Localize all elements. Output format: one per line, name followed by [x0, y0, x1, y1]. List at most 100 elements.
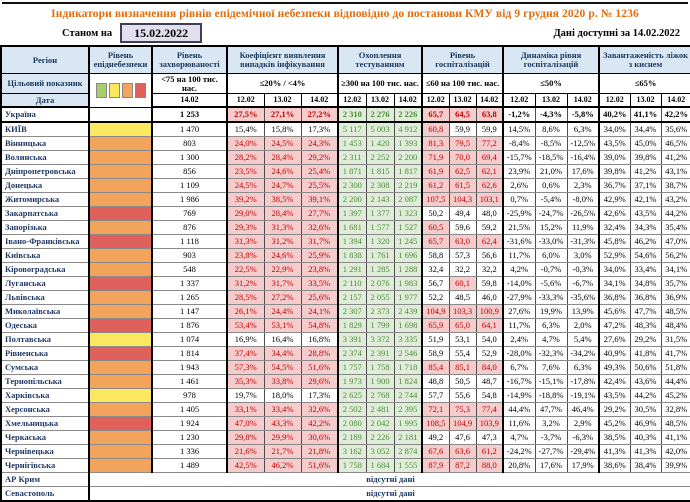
- incidence-cell: 978: [151, 388, 228, 403]
- epid-level-cell: [88, 346, 153, 361]
- hosp-dynamics-cell: -29,4%: [566, 444, 600, 459]
- detection-coef-cell: 31,7%: [263, 276, 302, 291]
- hosp-dynamics-cell: 3,0%: [566, 248, 600, 263]
- testing-cell: 2 189: [337, 430, 367, 445]
- date-cell: 13.02: [448, 93, 477, 108]
- table-row: Кіровоградська 548 22,5% 22,9% 23,8% 1 291 1 2…: [0, 262, 690, 277]
- hospitalization-cell: 65,7: [421, 106, 450, 123]
- target-hosp-dynamics: ≤50%: [502, 73, 600, 94]
- oxygen-beds-cell: 42,9%: [598, 192, 631, 207]
- hospitalization-cell: 48,8: [421, 374, 450, 389]
- incidence-cell: 1 924: [151, 416, 228, 431]
- date-cell: 13.02: [365, 93, 395, 108]
- hosp-dynamics-cell: 2,4%: [502, 332, 536, 347]
- hospitalization-cell: 100,9: [475, 304, 504, 319]
- testing-cell: 2 300: [337, 178, 367, 193]
- region-cell: Житомирська: [0, 192, 90, 207]
- testing-cell: 3 391: [337, 332, 367, 347]
- incidence-cell: 769: [151, 206, 228, 221]
- detection-coef-cell: 29,0%: [226, 206, 265, 221]
- hosp-dynamics-cell: 5,4%: [566, 332, 600, 347]
- detection-coef-cell: 27,1%: [263, 106, 302, 123]
- detection-coef-cell: 17,3%: [300, 121, 339, 137]
- hospitalization-cell: 85,4: [421, 360, 450, 375]
- hosp-dynamics-cell: -4,3%: [534, 106, 568, 123]
- hospitalization-cell: 65,7: [421, 234, 450, 249]
- detection-coef-cell: 31,7%: [300, 234, 339, 249]
- testing-cell: 2 874: [393, 444, 423, 459]
- oxygen-beds-cell: 36,7%: [598, 178, 631, 193]
- region-cell: Севастополь: [0, 486, 90, 502]
- hospitalization-cell: 107,5: [421, 192, 450, 207]
- epid-level-cell: [88, 458, 153, 473]
- hospitalization-cell: 52,2: [421, 290, 450, 305]
- date-row-label: Дата: [0, 93, 90, 108]
- testing-cell: 2 625: [337, 388, 367, 403]
- hosp-dynamics-cell: -24,7%: [534, 206, 568, 221]
- hospitalization-cell: 79,5: [448, 136, 477, 151]
- date-cell: 12.02: [598, 93, 631, 108]
- detection-coef-cell: 21,8%: [300, 444, 339, 459]
- testing-cell: 1 718: [393, 360, 423, 375]
- testing-cell: 1 815: [365, 164, 395, 179]
- testing-cell: 3 372: [365, 332, 395, 347]
- hospitalization-cell: 48,7: [475, 374, 504, 389]
- oxygen-beds-cell: 34,3%: [629, 220, 662, 235]
- hospitalization-cell: 58,8: [421, 248, 450, 263]
- detection-coef-cell: 29,2%: [300, 150, 339, 165]
- detection-coef-cell: 15,8%: [263, 121, 302, 137]
- hosp-dynamics-cell: 2,3%: [566, 178, 600, 193]
- hospitalization-cell: 61,2: [421, 178, 450, 193]
- oxygen-beds-cell: 49,3%: [598, 360, 631, 375]
- oxygen-beds-cell: 35,4%: [660, 220, 690, 235]
- incidence-cell: 1 337: [151, 276, 228, 291]
- testing-cell: 1 453: [337, 136, 367, 151]
- header-oxygen-beds: Завантаженість ліжок з киснем: [598, 45, 690, 74]
- detection-coef-cell: 35,3%: [226, 374, 265, 389]
- table-row: Україна 1 253 27,5% 27,1% 27,2% 2 310 2 276 2 2…: [0, 106, 690, 123]
- table-row: Хмельницька 1 924 47,0% 43,3% 42,2% 2 080 2 04…: [0, 416, 690, 431]
- oxygen-beds-cell: 43,2%: [660, 192, 690, 207]
- oxygen-beds-cell: 52,9%: [598, 248, 631, 263]
- testing-cell: 2 276: [365, 106, 395, 123]
- incidence-cell: 1 405: [151, 402, 228, 417]
- oxygen-beds-cell: 32,8%: [660, 402, 690, 417]
- testing-cell: 2 395: [393, 402, 423, 417]
- hosp-dynamics-cell: 20,8%: [502, 458, 536, 473]
- oxygen-beds-cell: 42,1%: [629, 192, 662, 207]
- hospitalization-cell: 48,5: [448, 290, 477, 305]
- header-group-row: Регіон Рівень епіднебезпеки Рівень захво…: [0, 45, 690, 74]
- hosp-dynamics-cell: 11,6%: [502, 416, 536, 431]
- region-cell: Сумська: [0, 360, 90, 375]
- hosp-dynamics-cell: -18,5%: [534, 150, 568, 165]
- table-row: Рівненська 1 814 37,4% 34,4% 28,8% 2 374 2 391…: [0, 346, 690, 361]
- testing-cell: 2 744: [393, 388, 423, 403]
- epid-level-cell: [88, 416, 153, 431]
- hosp-dynamics-cell: -17,8%: [566, 374, 600, 389]
- table-row: Сумська 1 943 57,3% 54,5% 51,6% 1 757 1 758 1 7…: [0, 360, 690, 375]
- epid-level-cell: [88, 388, 153, 403]
- hospitalization-cell: 54,0: [475, 332, 504, 347]
- epid-level-legend: [91, 82, 150, 98]
- detection-coef-cell: 22,9%: [263, 262, 302, 277]
- table-row: Миколаївська 1 147 26,1% 24,4% 24,1% 2 307 2 3…: [0, 304, 690, 319]
- detection-coef-cell: 24,1%: [300, 304, 339, 319]
- detection-coef-cell: 47,0%: [226, 416, 265, 431]
- testing-cell: 3 162: [337, 444, 367, 459]
- epid-level-cell: [88, 150, 153, 165]
- header-testing: Охоплення тестуванням: [337, 45, 423, 74]
- hospitalization-cell: 81,3: [421, 136, 450, 151]
- testing-cell: 2 768: [365, 388, 395, 403]
- hosp-dynamics-cell: -8,4%: [502, 136, 536, 151]
- testing-cell: 1 758: [337, 458, 367, 473]
- detection-coef-cell: 39,2%: [226, 192, 265, 207]
- oxygen-beds-cell: 41,2%: [660, 150, 690, 165]
- oxygen-beds-cell: 48,3%: [629, 318, 662, 333]
- incidence-cell: 1 074: [151, 332, 228, 347]
- detection-coef-cell: 25,5%: [300, 178, 339, 193]
- oxygen-beds-cell: 34,0%: [598, 262, 631, 277]
- hospitalization-cell: 62,4: [475, 234, 504, 249]
- table-row: КИЇВ 1 470 15,4% 15,8% 17,3% 5 117 5 003 4 912 6…: [0, 121, 690, 137]
- epid-level-cell: [88, 220, 153, 235]
- table-row: Полтавська 1 074 16,9% 16,4% 16,8% 3 391 3 372…: [0, 332, 690, 347]
